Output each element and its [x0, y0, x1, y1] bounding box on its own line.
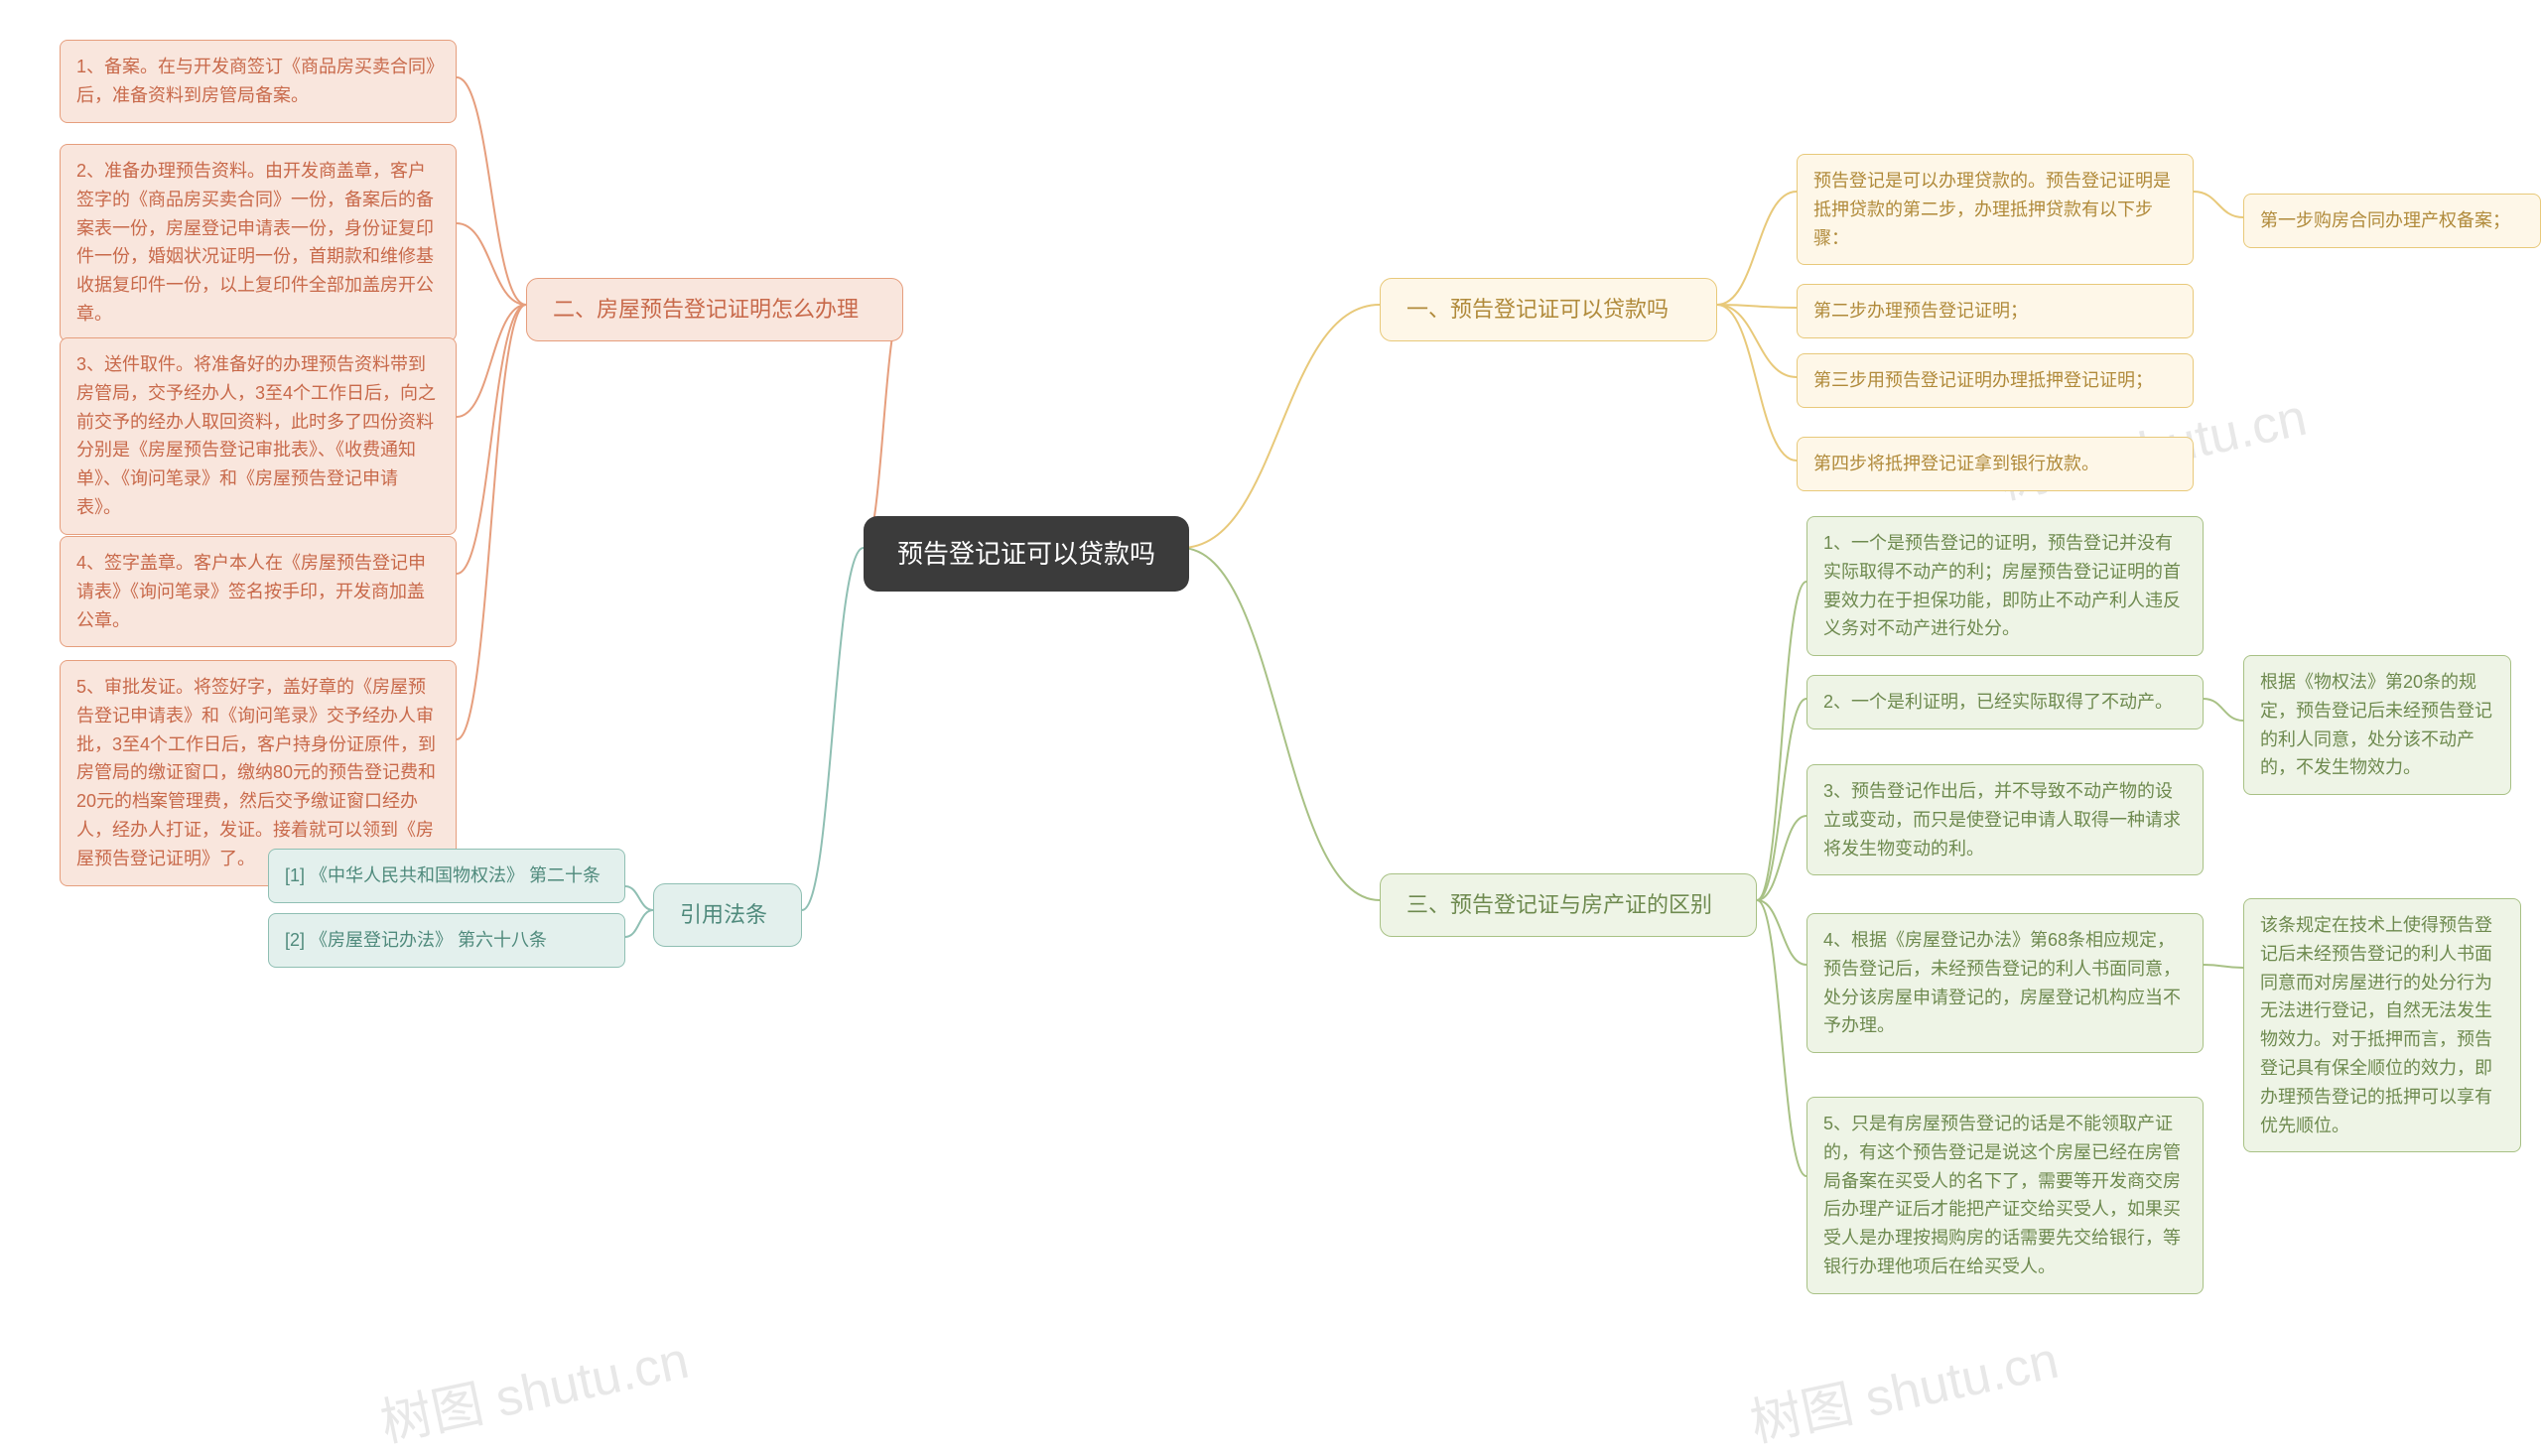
leaf-node: 3、预告登记作出后，并不导致不动产物的设立或变动，而只是使登记申请人取得一种请求…	[1806, 764, 2204, 875]
leaf-node: 5、只是有房屋预告登记的话是不能领取产证的，有这个预告登记是说这个房屋已经在房管…	[1806, 1097, 2204, 1294]
leaf-node: 2、准备办理预告资料。由开发商盖章，客户签字的《商品房买卖合同》一份，备案后的备…	[60, 144, 457, 341]
leaf-node: 2、一个是利证明，已经实际取得了不动产。	[1806, 675, 2204, 729]
branch-node-b2: 三、预告登记证与房产证的区别	[1380, 873, 1757, 937]
leaf-node: 第二步办理预告登记证明；	[1797, 284, 2194, 338]
subleaf-node: 该条规定在技术上使得预告登记后未经预告登记的利人书面同意而对房屋进行的处分行为无…	[2243, 898, 2521, 1152]
subleaf-node: 根据《物权法》第20条的规定，预告登记后未经预告登记的利人同意，处分该不动产的，…	[2243, 655, 2511, 795]
leaf-node: 第四步将抵押登记证拿到银行放款。	[1797, 437, 2194, 491]
subleaf-node: 第一步购房合同办理产权备案；	[2243, 194, 2541, 248]
leaf-node: [2] 《房屋登记办法》 第六十八条	[268, 913, 625, 968]
center-node: 预告登记证可以贷款吗	[864, 516, 1189, 592]
branch-node-b3: 二、房屋预告登记证明怎么办理	[526, 278, 903, 341]
leaf-node: [1] 《中华人民共和国物权法》 第二十条	[268, 849, 625, 903]
branch-node-b4: 引用法条	[653, 883, 802, 947]
leaf-node: 4、签字盖章。客户本人在《房屋预告登记申请表》《询问笔录》签名按手印，开发商加盖…	[60, 536, 457, 647]
leaf-node: 预告登记是可以办理贷款的。预告登记证明是抵押贷款的第二步，办理抵押贷款有以下步骤…	[1797, 154, 2194, 265]
leaf-node: 4、根据《房屋登记办法》第68条相应规定，预告登记后，未经预告登记的利人书面同意…	[1806, 913, 2204, 1053]
leaf-node: 3、送件取件。将准备好的办理预告资料带到房管局，交予经办人，3至4个工作日后，向…	[60, 337, 457, 535]
leaf-node: 1、备案。在与开发商签订《商品房买卖合同》后，准备资料到房管局备案。	[60, 40, 457, 123]
leaf-node: 1、一个是预告登记的证明，预告登记并没有实际取得不动产的利；房屋预告登记证明的首…	[1806, 516, 2204, 656]
leaf-node: 第三步用预告登记证明办理抵押登记证明；	[1797, 353, 2194, 408]
branch-node-b1: 一、预告登记证可以贷款吗	[1380, 278, 1717, 341]
watermark: 树图 shutu.cn	[1743, 1318, 2065, 1456]
watermark: 树图 shutu.cn	[373, 1318, 695, 1456]
